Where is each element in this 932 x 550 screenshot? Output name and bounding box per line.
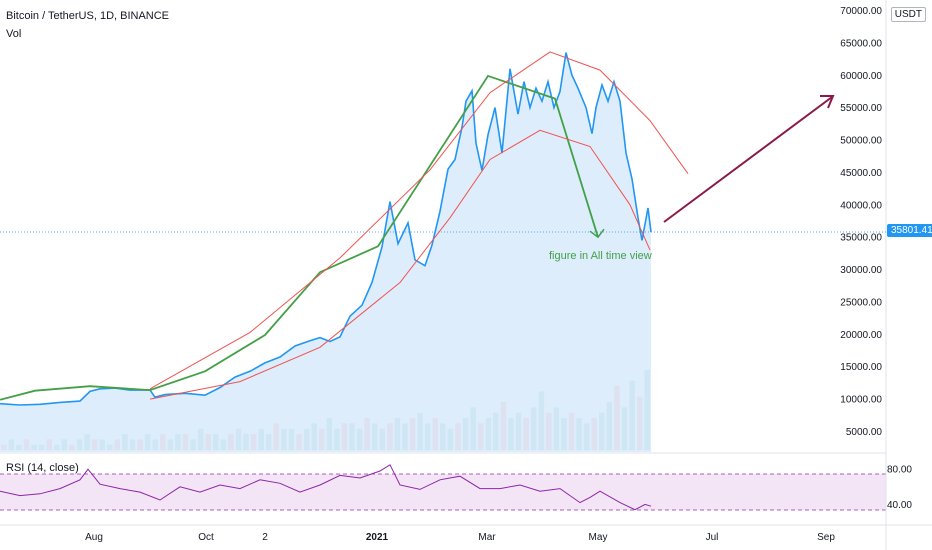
price-tick-label: 50000.00 bbox=[840, 136, 882, 147]
time-tick-label: Jul bbox=[706, 532, 719, 543]
price-tick-label: 10000.00 bbox=[840, 395, 882, 406]
time-tick-label: Sep bbox=[817, 532, 835, 543]
rsi-band bbox=[0, 474, 886, 510]
last-price-tag: 35801.41 bbox=[887, 224, 932, 237]
price-tick-label: 40000.00 bbox=[840, 200, 882, 211]
time-tick-label: Oct bbox=[198, 532, 214, 543]
green-trendline bbox=[0, 74, 599, 401]
price-tick-label: 30000.00 bbox=[840, 265, 882, 276]
rsi-line bbox=[0, 464, 652, 511]
price-tick-label: 5000.00 bbox=[846, 427, 883, 438]
price-tick-label: 15000.00 bbox=[840, 362, 882, 373]
time-tick-label: Mar bbox=[478, 532, 496, 543]
time-tick-label: 2021 bbox=[366, 532, 389, 543]
symbol-title[interactable]: Bitcoin / TetherUS, 1D, BINANCE bbox=[6, 10, 170, 22]
price-tick-label: 20000.00 bbox=[840, 330, 882, 341]
time-tick-label: May bbox=[589, 532, 608, 543]
projection-arrowhead bbox=[820, 95, 835, 109]
time-axis[interactable]: Aug Oct 2 2021 Mar May Jul Sep bbox=[85, 532, 835, 543]
price-tick-label: 70000.00 bbox=[840, 6, 882, 17]
price-tick-label: 55000.00 bbox=[840, 103, 882, 114]
currency-badge[interactable]: USDT bbox=[890, 7, 926, 22]
lower-arc bbox=[149, 129, 651, 400]
price-tick-label: 25000.00 bbox=[840, 298, 882, 309]
price-tick-label: 35000.00 bbox=[840, 233, 882, 244]
volume-label[interactable]: Vol bbox=[6, 28, 22, 40]
price-tick-label: 60000.00 bbox=[840, 71, 882, 82]
price-tick-label: 65000.00 bbox=[840, 38, 882, 49]
rsi-label[interactable]: RSI (14, close) bbox=[6, 462, 79, 474]
annotation-text: figure in All time view bbox=[549, 250, 652, 262]
rsi-axis[interactable]: 80.00 40.00 bbox=[887, 465, 912, 511]
price-tick-label: 45000.00 bbox=[840, 168, 882, 179]
green-arrowhead bbox=[589, 228, 605, 239]
rsi-tick-label: 80.00 bbox=[887, 465, 912, 476]
projection-arrow bbox=[663, 96, 833, 223]
time-tick-label: 2 bbox=[262, 532, 268, 543]
price-axis[interactable]: 70000.00 65000.00 60000.00 55000.00 50000.00… bbox=[840, 6, 882, 438]
upper-arc bbox=[149, 51, 689, 390]
time-tick-label: Aug bbox=[85, 532, 103, 543]
price-area bbox=[0, 52, 651, 452]
rsi-tick-label: 40.00 bbox=[887, 500, 912, 511]
